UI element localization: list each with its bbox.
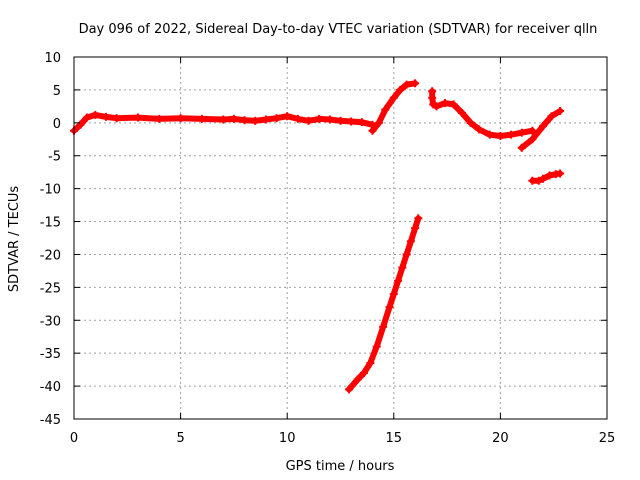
- series-point: [517, 143, 526, 152]
- series-point: [547, 112, 556, 121]
- series-point: [449, 100, 458, 109]
- series-point: [112, 114, 121, 123]
- series-point: [251, 116, 260, 125]
- series-point: [466, 118, 475, 127]
- series-point: [528, 126, 537, 135]
- y-tick-label: -35: [40, 347, 61, 362]
- series-point: [414, 214, 423, 223]
- x-tick-label: 5: [176, 431, 184, 446]
- series-point: [133, 113, 142, 122]
- series-point: [507, 130, 516, 139]
- series-point: [556, 169, 565, 178]
- x-tick-label: 15: [386, 431, 403, 446]
- series-point: [545, 171, 554, 180]
- y-tick-label: -10: [40, 183, 61, 198]
- series-point: [261, 115, 270, 124]
- series-point: [240, 116, 249, 125]
- series-point: [176, 114, 185, 123]
- series-point: [539, 122, 548, 131]
- series-point: [357, 118, 366, 127]
- y-tick-label: 0: [53, 117, 61, 132]
- series-point: [283, 112, 292, 121]
- series-point: [485, 130, 494, 139]
- series-point: [411, 79, 420, 88]
- series-point: [556, 106, 565, 115]
- y-tick-label: -15: [40, 216, 61, 231]
- series-point: [304, 116, 313, 125]
- series-point: [406, 237, 415, 246]
- series-point: [402, 80, 411, 89]
- series-point: [475, 125, 484, 134]
- series-point: [155, 114, 164, 123]
- series-point: [394, 276, 403, 285]
- series-point: [229, 114, 238, 123]
- series-point: [428, 93, 437, 102]
- series-point: [458, 108, 467, 117]
- series-point: [359, 368, 368, 377]
- series-point: [315, 114, 324, 123]
- series-point: [534, 176, 543, 185]
- series-point: [379, 322, 388, 331]
- x-axis-label: GPS time / hours: [286, 459, 395, 474]
- series-point: [539, 174, 548, 183]
- chart-title: Day 096 of 2022, Sidereal Day-to-day VTE…: [79, 22, 598, 37]
- x-tick-label: 25: [599, 431, 616, 446]
- series-point: [385, 303, 394, 312]
- series-point: [82, 113, 91, 122]
- series-point: [528, 135, 537, 144]
- y-axis-label: SDTVAR / TECUs: [7, 186, 22, 293]
- series-point: [345, 385, 354, 394]
- x-tick-label: 10: [279, 431, 296, 446]
- series-point: [347, 117, 356, 126]
- series-point: [496, 131, 505, 140]
- series-point: [219, 115, 228, 124]
- series-point: [517, 128, 526, 137]
- series-point: [325, 115, 334, 124]
- series-point: [197, 114, 206, 123]
- series-point: [402, 250, 411, 259]
- series-point: [293, 114, 302, 123]
- y-tick-label: -5: [48, 150, 61, 165]
- series-point: [76, 120, 85, 129]
- y-tick-label: -45: [40, 413, 61, 428]
- series-point: [374, 118, 383, 127]
- series-point: [336, 116, 345, 125]
- series-point: [440, 99, 449, 108]
- y-tick-label: -40: [40, 380, 61, 395]
- series-point: [432, 102, 441, 111]
- series-point: [398, 263, 407, 272]
- data-series-group: [70, 79, 565, 394]
- series-point: [272, 114, 281, 123]
- series-point: [353, 375, 362, 384]
- x-tick-labels: 0 5 10 15 20 25: [70, 431, 615, 446]
- y-tick-label: -20: [40, 248, 61, 263]
- series-point: [389, 289, 398, 298]
- y-tick-label: 5: [53, 84, 61, 99]
- series-point: [366, 359, 375, 368]
- y-tick-label: -30: [40, 314, 61, 329]
- series-point: [396, 85, 405, 94]
- series-point: [368, 126, 377, 135]
- y-tick-label: -25: [40, 281, 61, 296]
- series-point: [411, 224, 420, 233]
- axis-ticks: [73, 56, 608, 420]
- series-point: [91, 110, 100, 119]
- series-point: [101, 112, 110, 121]
- x-tick-label: 20: [492, 431, 509, 446]
- y-tick-label: 10: [44, 51, 61, 66]
- x-tick-label: 0: [70, 431, 78, 446]
- series-point: [389, 93, 398, 102]
- grid-lines: [74, 57, 607, 419]
- series-point: [381, 105, 390, 114]
- y-tick-labels: -45 -40 -35 -30 -25 -20 -15 -10 -5 0 5 10: [40, 51, 61, 428]
- plot-frame: [73, 56, 608, 420]
- series-point: [372, 342, 381, 351]
